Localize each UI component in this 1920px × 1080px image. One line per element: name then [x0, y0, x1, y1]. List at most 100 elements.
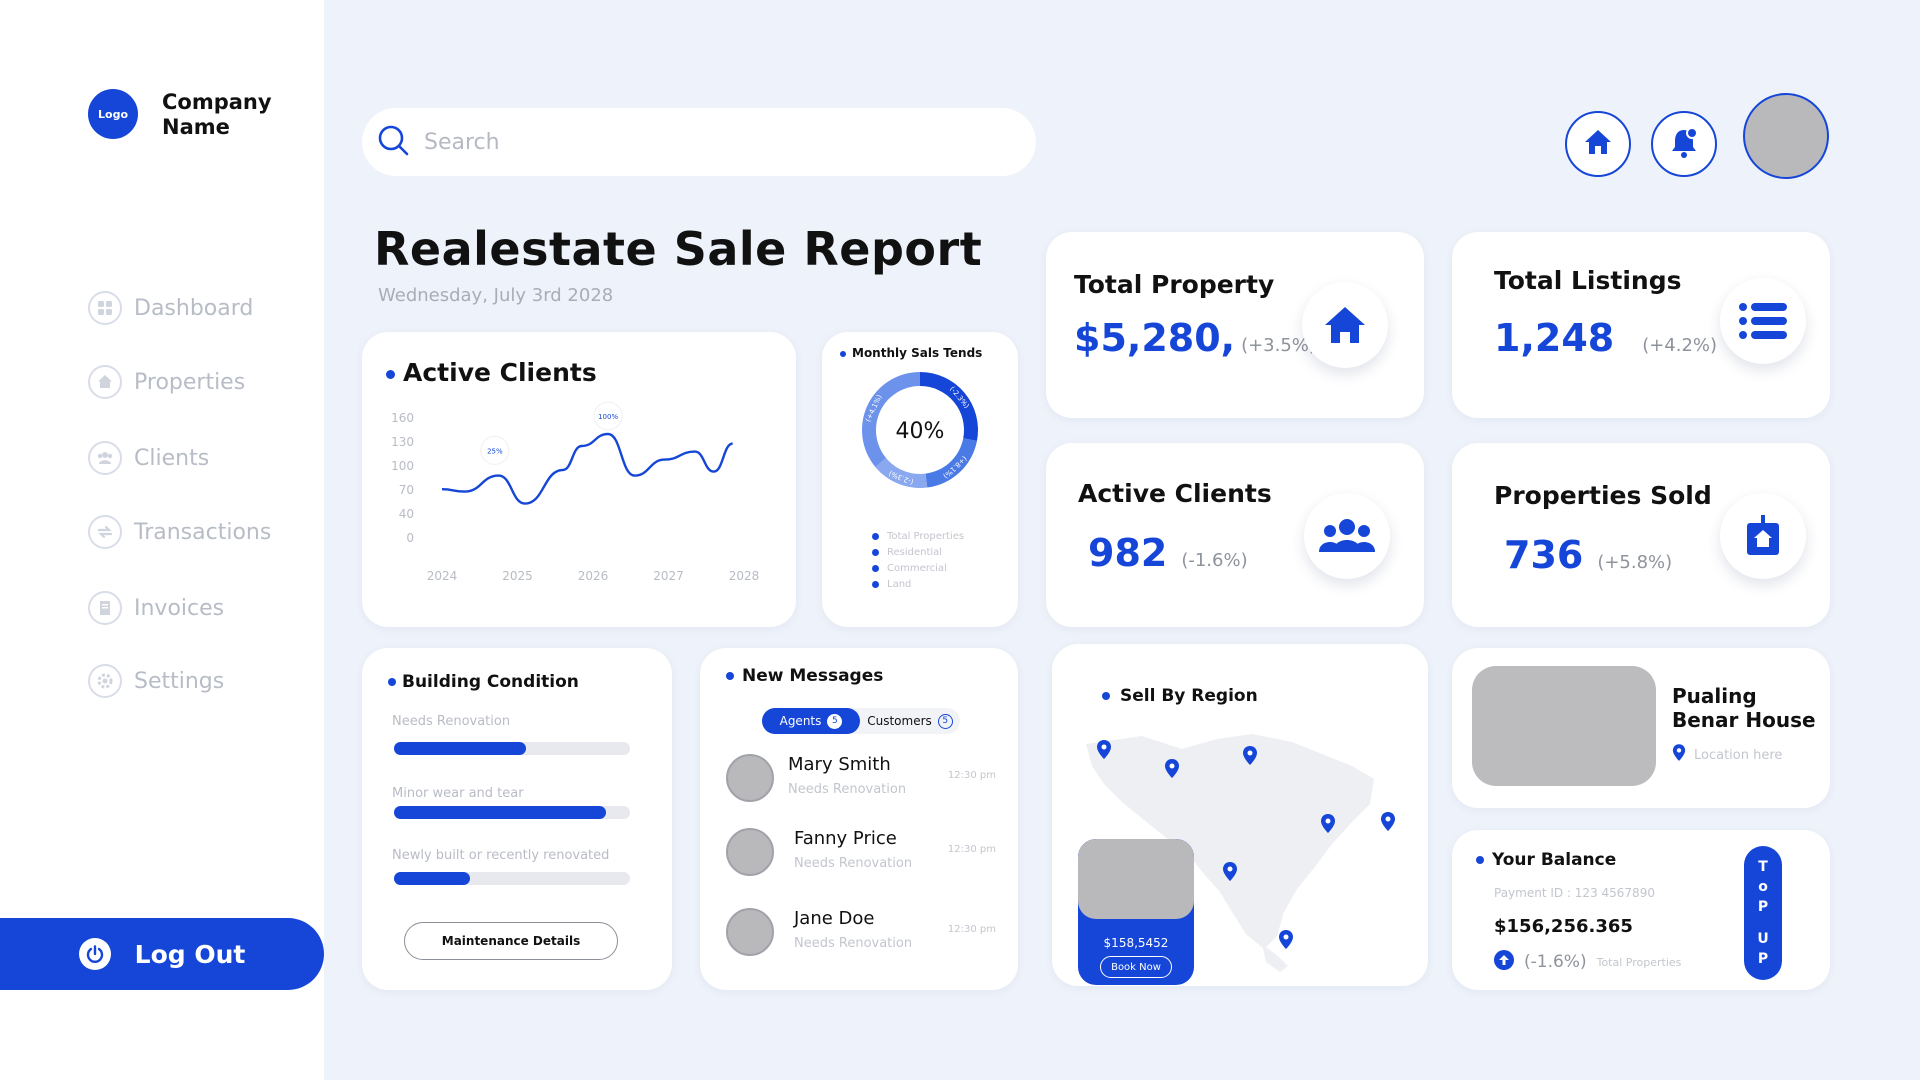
arrow-up-icon	[1494, 950, 1514, 974]
annotation-label: 100%	[598, 413, 618, 421]
property-card[interactable]: Pualing Benar House Location here	[1452, 648, 1830, 808]
bullet-dot	[726, 672, 734, 680]
stat-value-number: 982	[1088, 531, 1168, 575]
notifications-button[interactable]	[1651, 111, 1717, 177]
sidebar-item-dashboard[interactable]: Dashboard	[88, 290, 253, 326]
tab-agents[interactable]: Agents 5	[762, 708, 860, 734]
invoice-icon	[88, 591, 122, 625]
donut-legend: Total Properties Residential Commercial Lan…	[872, 528, 964, 592]
maintenance-details-button[interactable]: Maintenance Details	[404, 922, 618, 960]
avatar	[726, 908, 774, 956]
home-icon	[1582, 126, 1614, 162]
x-tick-label: 2024	[427, 569, 458, 583]
sell-by-region-card: Sell By Region $158,5452 Book Now	[1052, 644, 1428, 986]
list-icon	[1720, 278, 1806, 364]
booking-card: $158,5452 Book Now	[1078, 839, 1194, 985]
y-tick-label: 0	[406, 531, 414, 545]
card-title: New Messages	[726, 666, 883, 686]
logo: Logo	[88, 89, 138, 139]
legend-label: Total Properties	[887, 530, 965, 542]
balance-title: Your Balance	[1492, 850, 1617, 870]
home-icon	[88, 365, 122, 399]
bullet-dot	[1102, 692, 1110, 700]
stat-title: Properties Sold	[1494, 481, 1712, 510]
donut-slice	[925, 438, 977, 488]
sidebar-item-label: Transactions	[134, 519, 272, 545]
bullet-dot	[840, 350, 846, 357]
card-title: Monthly Sals Tends	[840, 346, 982, 360]
card-title: Sell By Region	[1102, 686, 1258, 706]
stat-title: Active Clients	[1078, 479, 1272, 508]
map-pin-icon[interactable]	[1320, 814, 1336, 838]
sidebar-item-label: Dashboard	[134, 295, 254, 321]
top-up-letter: P	[1757, 899, 1769, 915]
sidebar-item-properties[interactable]: Properties	[88, 364, 245, 400]
users-icon	[1304, 493, 1390, 579]
legend-label: Commercial	[887, 562, 947, 574]
payment-id: Payment ID : 123 4567890	[1494, 886, 1655, 900]
progress-bar-minor-wear	[394, 806, 630, 819]
stat-value: 736 (+5.8%)	[1504, 533, 1672, 577]
message-item[interactable]: Jane Doe Needs Renovation 12:30 pm	[726, 906, 996, 960]
message-sender: Mary Smith	[788, 754, 891, 775]
progress-bar-needs-renovation	[394, 742, 630, 755]
progress-fill	[394, 806, 607, 819]
avatar	[726, 754, 774, 802]
progress-fill	[394, 742, 527, 755]
top-up-button[interactable]: T o P U P	[1744, 846, 1782, 980]
stat-value: 1,248 (+4.2%)	[1494, 316, 1717, 360]
map-pin-icon[interactable]	[1096, 740, 1112, 764]
tab-label: Agents	[779, 714, 822, 728]
tab-label: Customers	[867, 714, 932, 728]
active-clients-chart-card: Active Clients 0 40 70 100 130 160 2024 2025 202…	[362, 332, 796, 627]
sold-sign-icon	[1720, 493, 1806, 579]
sidebar-item-invoices[interactable]: Invoices	[88, 590, 224, 626]
logout-button[interactable]: Log Out	[0, 918, 324, 990]
donut-slice	[875, 458, 928, 488]
property-location: Location here	[1672, 744, 1782, 766]
stat-change: (+5.8%)	[1597, 552, 1673, 573]
transfer-icon	[88, 515, 122, 549]
search-bar	[362, 108, 1036, 176]
grid-icon	[88, 291, 122, 325]
tab-customers[interactable]: Customers 5	[860, 708, 960, 734]
building-condition-card: Building Condition Needs Renovation Mino…	[362, 648, 672, 990]
new-messages-card: New Messages Agents 5 Customers 5 Mary Smi…	[700, 648, 1018, 990]
sidebar-item-clients[interactable]: Clients	[88, 440, 209, 476]
map-pin-icon[interactable]	[1222, 862, 1238, 886]
total-listings-card: Total Listings 1,248 (+4.2%)	[1452, 232, 1830, 418]
stat-value: 982 (-1.6%)	[1088, 531, 1248, 575]
stat-value-number: 1,248	[1494, 316, 1615, 360]
logout-label: Log Out	[134, 939, 246, 969]
avatar[interactable]	[1743, 93, 1829, 179]
active-clients-chart-title: Active Clients	[403, 358, 597, 387]
sidebar-item-settings[interactable]: Settings	[88, 663, 224, 699]
home-button[interactable]	[1565, 111, 1631, 177]
book-now-button[interactable]: Book Now	[1100, 956, 1172, 978]
legend-dot	[872, 532, 879, 540]
annotation-label: 25%	[487, 447, 503, 455]
monthly-sales-title: Monthly Sals Tends	[852, 346, 983, 360]
power-icon	[78, 938, 111, 970]
map-pin-icon[interactable]	[1278, 930, 1294, 954]
map-pin-icon	[1672, 744, 1686, 766]
top-up-letter: U	[1757, 931, 1769, 947]
message-item[interactable]: Mary Smith Needs Renovation 12:30 pm	[726, 752, 996, 806]
sidebar-item-transactions[interactable]: Transactions	[88, 514, 271, 550]
map-pin-icon[interactable]	[1164, 759, 1180, 783]
progress-label: Needs Renovation	[392, 714, 511, 729]
sidebar-item-label: Properties	[134, 369, 246, 395]
top-up-letter: T	[1758, 859, 1768, 875]
y-tick-label: 40	[399, 507, 414, 521]
progress-fill	[394, 872, 470, 885]
legend-dot	[872, 548, 879, 556]
sidebar-item-label: Settings	[134, 668, 225, 694]
map-pin-icon[interactable]	[1242, 746, 1258, 770]
property-image-placeholder	[1078, 839, 1194, 919]
bullet-dot	[386, 369, 395, 379]
properties-sold-card: Properties Sold 736 (+5.8%)	[1452, 443, 1830, 627]
map-pin-icon[interactable]	[1380, 812, 1396, 836]
search-input[interactable]	[424, 129, 984, 155]
home-icon	[1302, 282, 1388, 368]
message-item[interactable]: Fanny Price Needs Renovation 12:30 pm	[726, 826, 996, 880]
